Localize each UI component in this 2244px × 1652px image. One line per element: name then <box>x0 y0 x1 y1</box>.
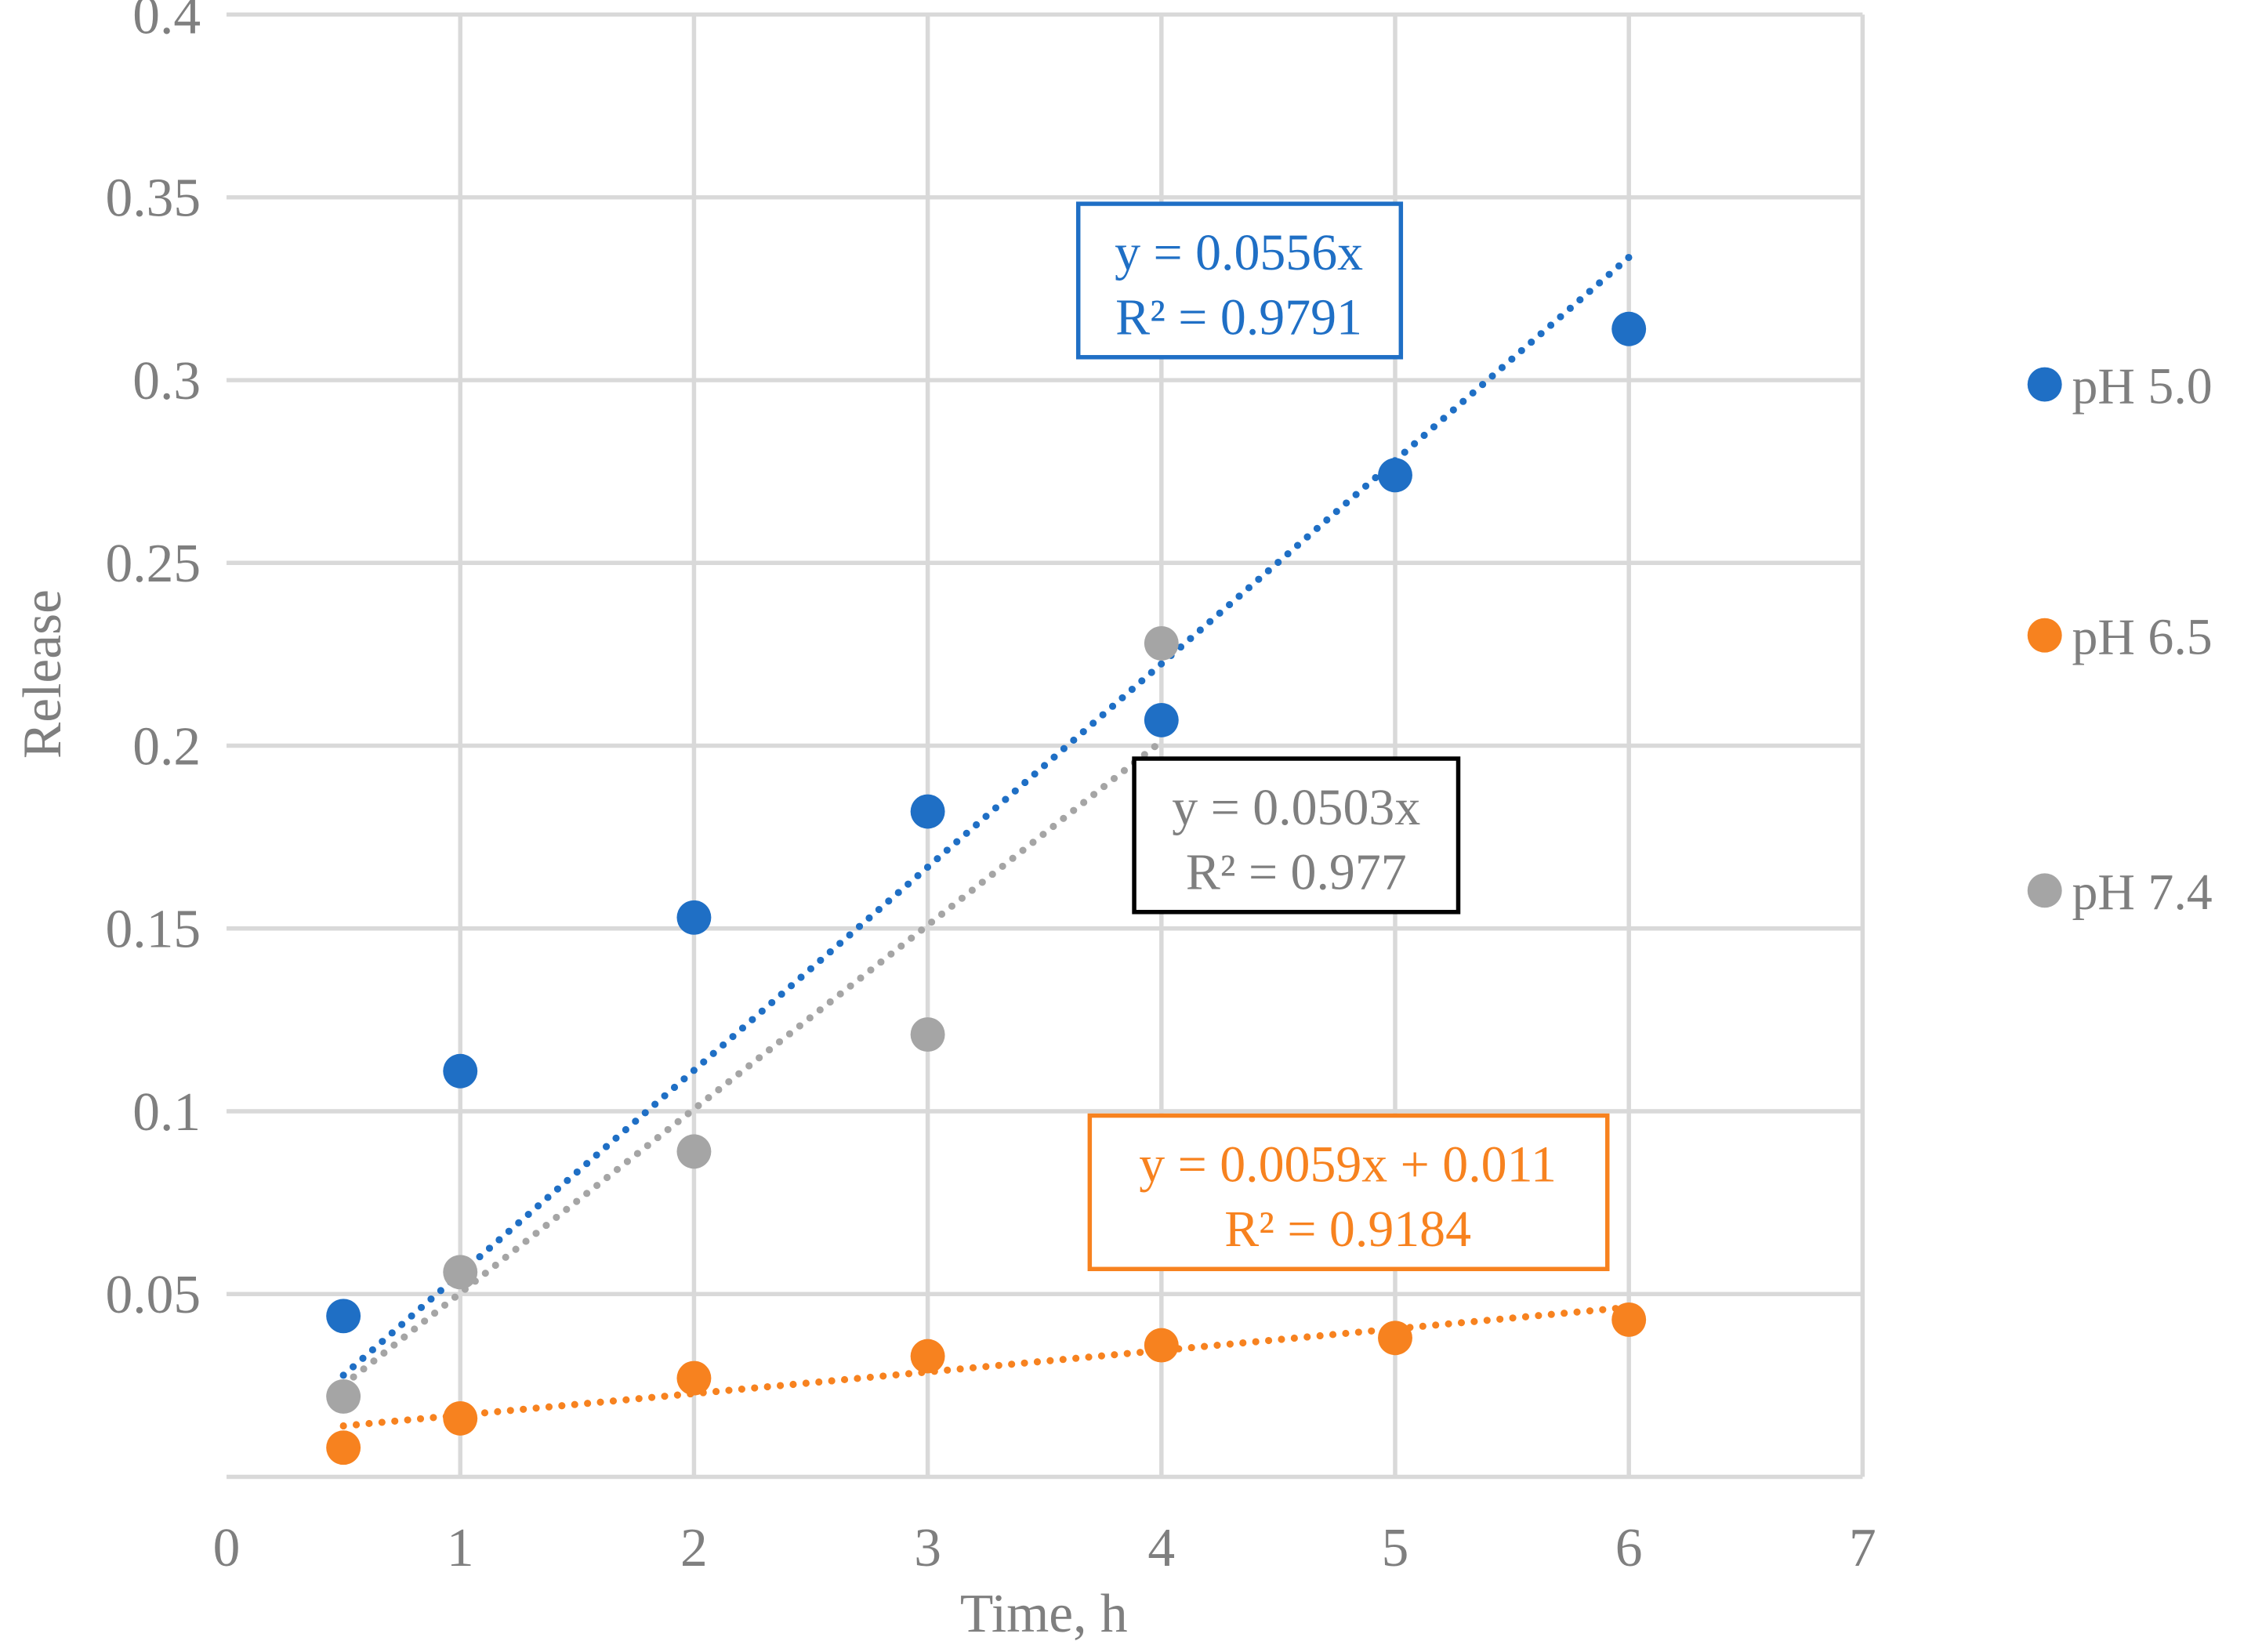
data-point-ph65 <box>443 1400 478 1436</box>
y-tick-label: 0.25 <box>105 534 201 594</box>
y-tick-label: 0.2 <box>132 716 201 777</box>
y-tick-label: 0.1 <box>132 1082 201 1143</box>
x-axis-label: Time, h <box>960 1584 1128 1644</box>
data-point-ph74 <box>326 1378 361 1414</box>
svg-text:y = 0.0556x: y = 0.0556x <box>1115 224 1363 281</box>
x-tick-label: 5 <box>1382 1518 1409 1578</box>
trendline-ph65 <box>339 1303 1633 1430</box>
y-tick-label: 0.35 <box>105 168 201 229</box>
data-point-ph65 <box>676 1360 712 1396</box>
y-tick-label: 0.3 <box>132 351 201 411</box>
y-tick-label: 0.15 <box>105 900 201 960</box>
svg-text:pH 7.4: pH 7.4 <box>2072 864 2212 921</box>
legend-item-ph65[interactable]: pH 6.5 <box>2027 608 2213 665</box>
x-tick-label: 4 <box>1147 1518 1175 1578</box>
x-tick-label: 1 <box>447 1518 474 1578</box>
y-axis-label: Release <box>13 589 73 759</box>
x-tick-label: 0 <box>213 1518 241 1578</box>
data-point-ph65 <box>1378 1321 1412 1356</box>
y-tick-label: 0.4 <box>132 0 201 45</box>
trendline-ph74 <box>339 737 1166 1389</box>
equation-box-ph74: y = 0.0503x R² = 0.977 <box>1132 756 1461 915</box>
equation-box-ph50: y = 0.0556x R² = 0.9791 <box>1075 201 1404 360</box>
x-tick-label: 2 <box>680 1518 708 1578</box>
data-point-ph50 <box>910 794 945 829</box>
data-point-ph65 <box>1611 1302 1647 1337</box>
data-point-ph74 <box>676 1134 712 1169</box>
y-tick-label: 0.05 <box>105 1265 201 1325</box>
x-tick-label: 7 <box>1849 1518 1876 1578</box>
data-point-ph74 <box>1144 625 1179 661</box>
svg-text:pH 5.0: pH 5.0 <box>2072 357 2212 415</box>
data-point-ph65 <box>1144 1328 1179 1363</box>
data-point-ph74 <box>443 1255 478 1290</box>
legend-item-ph50[interactable]: pH 5.0 <box>2027 357 2213 415</box>
svg-text:R² = 0.9184: R² = 0.9184 <box>1224 1201 1471 1258</box>
svg-text:y = 0.0059x + 0.011: y = 0.0059x + 0.011 <box>1139 1136 1557 1194</box>
svg-text:R² = 0.977: R² = 0.977 <box>1186 843 1407 900</box>
legend-item-ph74[interactable]: pH 7.4 <box>2027 864 2213 921</box>
data-point-ph65 <box>326 1430 361 1465</box>
svg-text:R² = 0.9791: R² = 0.9791 <box>1115 289 1362 346</box>
data-point-ph65 <box>910 1339 945 1374</box>
data-point-ph50 <box>326 1299 361 1334</box>
data-point-ph50 <box>443 1053 478 1089</box>
svg-text:y = 0.0503x: y = 0.0503x <box>1172 779 1420 836</box>
x-tick-label: 6 <box>1615 1518 1643 1578</box>
data-point-ph50 <box>1144 702 1179 737</box>
trendline-ph50 <box>339 253 1633 1379</box>
data-point-ph50 <box>1378 458 1412 493</box>
equation-box-ph65: y = 0.0059x + 0.011 R² = 0.9184 <box>1087 1113 1610 1272</box>
x-tick-label: 3 <box>914 1518 941 1578</box>
data-point-ph50 <box>1611 311 1647 346</box>
legend: pH 5.0 pH 6.5 pH 7.4 <box>2027 357 2213 921</box>
svg-text:pH 6.5: pH 6.5 <box>2072 608 2212 665</box>
data-point-ph50 <box>676 900 712 935</box>
data-point-ph74 <box>910 1017 945 1052</box>
